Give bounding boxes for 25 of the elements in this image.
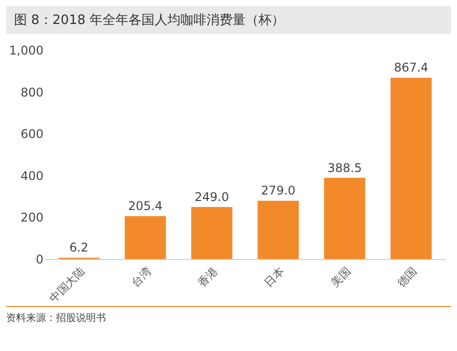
bar <box>390 78 432 259</box>
bar <box>124 216 166 259</box>
data-label: 6.2 <box>69 240 88 255</box>
y-tick-label: 1,000 <box>9 44 44 58</box>
bar <box>191 206 232 259</box>
data-label: 867.4 <box>394 60 428 75</box>
data-label: 205.4 <box>128 199 163 214</box>
y-tick-label: 400 <box>20 168 44 183</box>
bar <box>258 200 299 259</box>
y-tick-label: 0 <box>36 252 44 266</box>
y-tick-label: 800 <box>20 85 44 100</box>
chart-title: 图 8：2018 年全年各国人均咖啡消费量（杯） <box>6 6 451 34</box>
x-tick-label: 日本 <box>262 264 287 290</box>
x-tick-label: 美国 <box>328 264 354 290</box>
x-tick-label: 中国大陆 <box>47 264 88 306</box>
y-tick-label: 600 <box>20 127 44 142</box>
data-label: 249.0 <box>194 190 229 204</box>
data-label: 279.0 <box>261 184 296 198</box>
y-tick-label: 200 <box>20 210 44 225</box>
x-tick-label: 德国 <box>394 264 420 290</box>
bar <box>324 178 366 259</box>
x-tick-label: 台湾 <box>129 264 154 290</box>
x-tick-label: 香港 <box>196 264 220 290</box>
data-label: 388.5 <box>327 160 362 175</box>
text: 资料来源：招股说明书 <box>6 306 451 325</box>
